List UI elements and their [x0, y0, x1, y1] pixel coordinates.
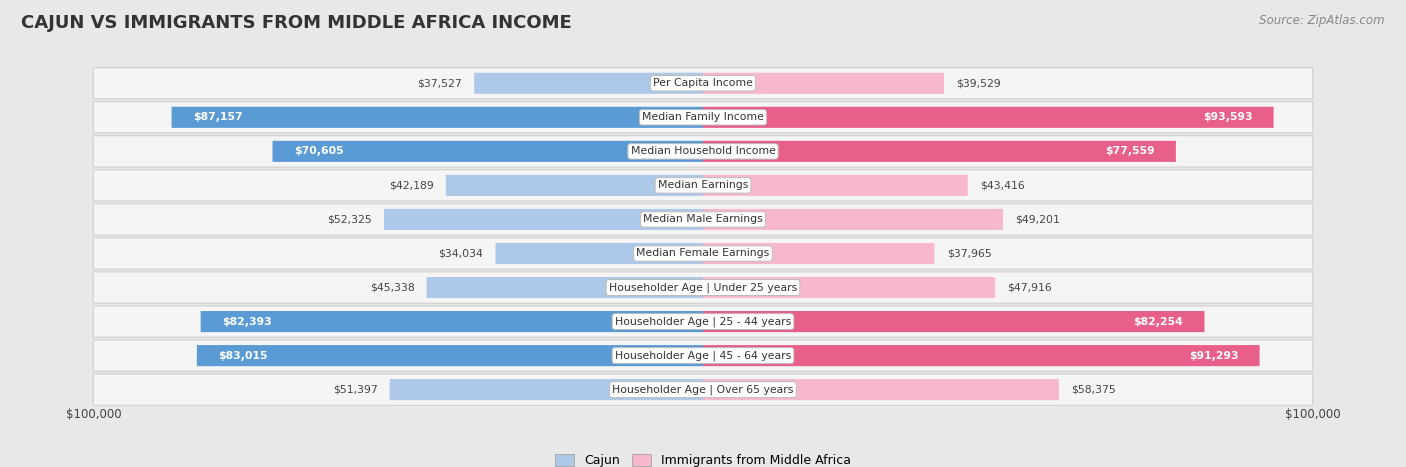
Text: Householder Age | 25 - 44 years: Householder Age | 25 - 44 years — [614, 316, 792, 327]
FancyBboxPatch shape — [93, 306, 1313, 337]
FancyBboxPatch shape — [703, 311, 1205, 332]
Text: $100,000: $100,000 — [66, 408, 121, 421]
Text: Median Family Income: Median Family Income — [643, 113, 763, 122]
Text: $87,157: $87,157 — [193, 113, 243, 122]
FancyBboxPatch shape — [703, 345, 1260, 366]
Text: Median Male Earnings: Median Male Earnings — [643, 214, 763, 225]
Text: $58,375: $58,375 — [1071, 385, 1116, 395]
FancyBboxPatch shape — [703, 209, 1002, 230]
FancyBboxPatch shape — [93, 238, 1313, 269]
Legend: Cajun, Immigrants from Middle Africa: Cajun, Immigrants from Middle Africa — [550, 449, 856, 467]
Text: $93,593: $93,593 — [1202, 113, 1253, 122]
Text: $82,254: $82,254 — [1133, 317, 1182, 326]
FancyBboxPatch shape — [93, 374, 1313, 405]
FancyBboxPatch shape — [273, 141, 703, 162]
FancyBboxPatch shape — [495, 243, 703, 264]
Text: Median Household Income: Median Household Income — [630, 146, 776, 156]
Text: $39,529: $39,529 — [956, 78, 1001, 88]
Text: $83,015: $83,015 — [218, 351, 267, 361]
FancyBboxPatch shape — [703, 379, 1059, 400]
Text: Householder Age | Over 65 years: Householder Age | Over 65 years — [612, 384, 794, 395]
FancyBboxPatch shape — [93, 170, 1313, 201]
FancyBboxPatch shape — [93, 102, 1313, 133]
Text: $49,201: $49,201 — [1015, 214, 1060, 225]
Text: $100,000: $100,000 — [1285, 408, 1340, 421]
FancyBboxPatch shape — [197, 345, 703, 366]
FancyBboxPatch shape — [93, 136, 1313, 167]
FancyBboxPatch shape — [474, 73, 703, 94]
Text: $77,559: $77,559 — [1105, 146, 1154, 156]
FancyBboxPatch shape — [703, 277, 995, 298]
Text: $34,034: $34,034 — [439, 248, 484, 259]
Text: $70,605: $70,605 — [294, 146, 343, 156]
Text: $47,916: $47,916 — [1007, 283, 1052, 292]
FancyBboxPatch shape — [703, 141, 1175, 162]
FancyBboxPatch shape — [384, 209, 703, 230]
Text: $52,325: $52,325 — [328, 214, 371, 225]
FancyBboxPatch shape — [93, 340, 1313, 371]
Text: Source: ZipAtlas.com: Source: ZipAtlas.com — [1260, 14, 1385, 27]
Text: CAJUN VS IMMIGRANTS FROM MIDDLE AFRICA INCOME: CAJUN VS IMMIGRANTS FROM MIDDLE AFRICA I… — [21, 14, 572, 32]
FancyBboxPatch shape — [172, 107, 703, 128]
FancyBboxPatch shape — [389, 379, 703, 400]
FancyBboxPatch shape — [703, 107, 1274, 128]
Text: Per Capita Income: Per Capita Income — [652, 78, 754, 88]
Text: Median Female Earnings: Median Female Earnings — [637, 248, 769, 259]
Text: $51,397: $51,397 — [333, 385, 377, 395]
Text: Median Earnings: Median Earnings — [658, 180, 748, 191]
Text: $42,189: $42,189 — [389, 180, 433, 191]
Text: $43,416: $43,416 — [980, 180, 1025, 191]
FancyBboxPatch shape — [426, 277, 703, 298]
Text: Householder Age | 45 - 64 years: Householder Age | 45 - 64 years — [614, 350, 792, 361]
FancyBboxPatch shape — [93, 68, 1313, 99]
FancyBboxPatch shape — [201, 311, 703, 332]
Text: $82,393: $82,393 — [222, 317, 271, 326]
FancyBboxPatch shape — [703, 175, 967, 196]
Text: $37,965: $37,965 — [946, 248, 991, 259]
FancyBboxPatch shape — [703, 73, 943, 94]
FancyBboxPatch shape — [93, 204, 1313, 235]
FancyBboxPatch shape — [703, 243, 935, 264]
Text: $45,338: $45,338 — [370, 283, 415, 292]
Text: $91,293: $91,293 — [1188, 351, 1239, 361]
FancyBboxPatch shape — [446, 175, 703, 196]
Text: $37,527: $37,527 — [418, 78, 463, 88]
Text: Householder Age | Under 25 years: Householder Age | Under 25 years — [609, 282, 797, 293]
FancyBboxPatch shape — [93, 272, 1313, 303]
